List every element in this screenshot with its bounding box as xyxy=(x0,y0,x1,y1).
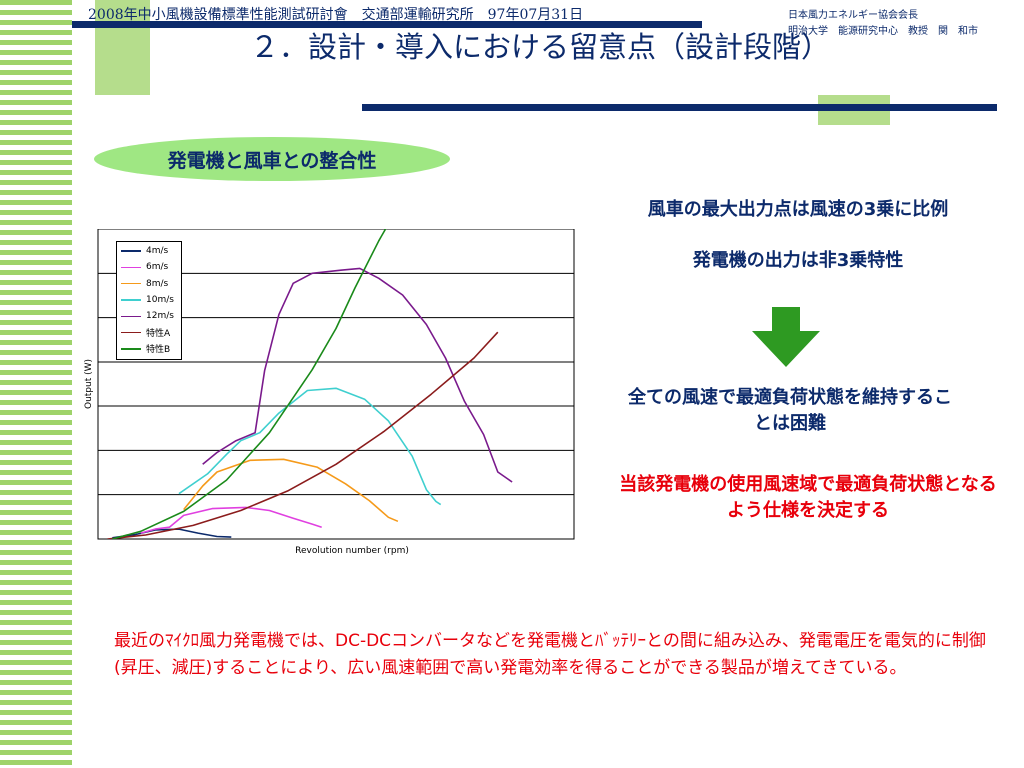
legend-swatch-3 xyxy=(121,299,141,301)
legend-item-4: 12m/s xyxy=(117,308,181,324)
top-navy-bar xyxy=(72,21,702,28)
legend-swatch-0 xyxy=(121,250,141,252)
chart-legend: 4m/s 6m/s 8m/s 10m/s 12m/s 特性A 特性B xyxy=(116,241,182,360)
series-line-2 xyxy=(183,458,399,523)
series-line-5 xyxy=(107,331,499,539)
legend-swatch-6 xyxy=(121,348,141,350)
legend-label-3: 10m/s xyxy=(146,295,174,306)
legend-label-0: 4m/s xyxy=(146,246,169,257)
top-left-green-block xyxy=(95,0,150,95)
legend-label-6: 特性B xyxy=(146,345,171,356)
series-line-3 xyxy=(178,387,442,506)
legend-swatch-5 xyxy=(121,331,141,334)
series-line-4 xyxy=(202,267,513,483)
left-stripe-decoration xyxy=(0,0,72,768)
legend-item-6: 特性B xyxy=(117,341,181,357)
slide-title: ２．設計・導入における留意点（設計段階） xyxy=(249,30,830,64)
event-header: 2008年中小風機設備標準性能測試研討會 交通部運輸研究所 97年07月31日 xyxy=(88,7,584,23)
legend-swatch-1 xyxy=(121,266,141,269)
bottom-note: 最近のﾏｲｸﾛ風力発電機では、DC-DCコンバータなどを発電機とﾊﾞｯﾃﾘｰとの… xyxy=(114,631,986,678)
legend-label-1: 6m/s xyxy=(146,262,169,273)
legend-item-0: 4m/s xyxy=(117,243,181,259)
topic-badge-label: 発電機と風車との整合性 xyxy=(167,149,377,172)
legend-item-3: 10m/s xyxy=(117,292,181,308)
series-line-6 xyxy=(112,229,387,539)
topic-badge: 発電機と風車との整合性 xyxy=(94,137,450,181)
x-axis-label: Revolution number (rpm) xyxy=(295,546,409,556)
y-axis-label: Output (W) xyxy=(84,359,94,409)
down-arrow-icon xyxy=(752,307,820,367)
conclusion-spec: 当該発電機の使用風速域で最適負荷状態となるよう仕様を決定する xyxy=(619,474,997,521)
legend-item-5: 特性A xyxy=(117,324,181,340)
org-line-1: 日本風力エネルギー協会会長 xyxy=(788,10,918,21)
legend-label-2: 8m/s xyxy=(146,278,169,289)
point-generator-output: 発電機の出力は非3乗特性 xyxy=(692,250,904,271)
plot-frame xyxy=(97,229,575,540)
org-line-2: 明治大学 能源研究中心 教授 関 和市 xyxy=(788,26,978,37)
legend-swatch-4 xyxy=(121,315,141,318)
legend-label-5: 特性A xyxy=(146,329,171,340)
point-max-output: 風車の最大出力点は風速の3乗に比例 xyxy=(647,199,949,220)
series-line-1 xyxy=(140,506,322,534)
legend-label-4: 12m/s xyxy=(146,311,174,322)
legend-swatch-2 xyxy=(121,282,141,285)
legend-item-1: 6m/s xyxy=(117,259,181,275)
title-underline-bar xyxy=(362,104,997,111)
conclusion-difficult: 全ての風速で最適負荷状態を維持することは困難 xyxy=(628,387,952,434)
power-curve-chart: Revolution number (rpm) Output (W) 4m/s 6m… xyxy=(71,229,578,560)
legend-item-2: 8m/s xyxy=(117,276,181,292)
